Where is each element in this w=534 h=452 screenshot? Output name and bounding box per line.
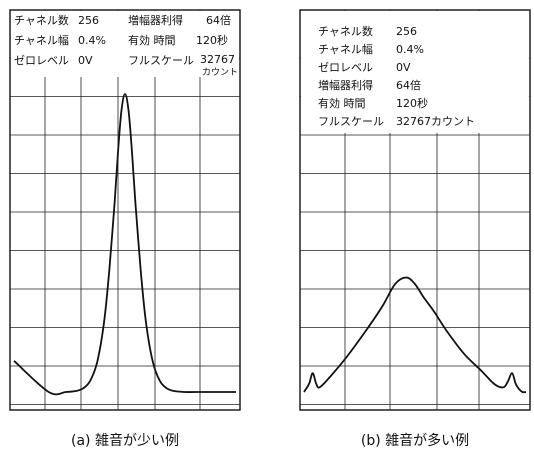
chart-a-gain-label: 増幅器利得 [128,14,183,27]
chart-b-spectrum-line [303,276,527,394]
chart-b-channels-label: チャネル数 [318,25,373,38]
chart-a-channel-width-value: 0.4% [78,34,106,47]
chart-b: チャネル数 256 チャネル幅 0.4% ゼロレベル 0V 増幅器利得 64倍 … [299,9,531,449]
chart-b-live-time-value: 120秒 [396,96,428,110]
chart-a-full-scale-unit: カウント [202,67,238,78]
chart-b-channel-width-label: チャネル幅 [318,43,373,56]
chart-b-zero-level-value: 0V [396,61,411,74]
chart-b-frame [299,9,531,411]
chart-a-channel-width-label: チャネル幅 [14,34,69,47]
chart-b-readout-bg [301,11,529,133]
chart-b-channel-width-value: 0.4% [396,43,424,56]
chart-a-spectrum-line [13,93,236,396]
chart-b-full-scale-label: フルスケール [318,115,384,128]
chart-b-gain-label: 増幅器利得 [318,79,373,92]
chart-a-live-time-label: 有効 時間 [128,33,176,47]
chart-b-channels-value: 256 [396,25,417,38]
chart-b-zero-level-label: ゼロレベル [318,61,373,74]
chart-b-live-time-label: 有効 時間 [318,96,366,110]
chart-a-zero-level-label: ゼロレベル [14,54,69,67]
chart-b-caption: (b) 雑音が多い例 [361,432,469,449]
chart-a-readout-bg [11,11,239,77]
chart-a-frame [9,9,241,411]
chart-a: チャネル数 256 チャネル幅 0.4% ゼロレベル 0V 増幅器利得 64倍 … [9,9,241,449]
chart-b-full-scale-value: 32767カウント [396,115,475,128]
chart-a-zero-level-value: 0V [78,54,93,67]
chart-a-channels-value: 256 [78,14,99,27]
chart-a-full-scale-value: 32767 [200,53,235,66]
chart-a-channels-label: チャネル数 [14,14,69,27]
chart-a-caption: (a) 雑音が少い例 [71,432,179,449]
chart-b-gain-value: 64倍 [396,78,421,92]
chart-a-gain-value: 64倍 [206,13,231,27]
chart-a-live-time-value: 120秒 [196,33,228,47]
chart-a-full-scale-label: フルスケール [128,54,194,67]
